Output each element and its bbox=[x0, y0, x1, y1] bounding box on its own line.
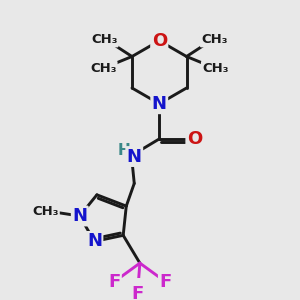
Text: N: N bbox=[127, 148, 142, 166]
Text: N: N bbox=[72, 207, 87, 225]
Text: CH₃: CH₃ bbox=[32, 205, 59, 218]
Text: CH₃: CH₃ bbox=[91, 33, 118, 46]
Text: F: F bbox=[131, 285, 144, 300]
Text: N: N bbox=[87, 232, 102, 250]
Text: CH₃: CH₃ bbox=[201, 33, 228, 46]
Text: F: F bbox=[159, 273, 172, 291]
Text: O: O bbox=[187, 130, 202, 148]
Text: F: F bbox=[108, 273, 120, 291]
Text: H: H bbox=[118, 143, 130, 158]
Text: CH₃: CH₃ bbox=[90, 62, 116, 75]
Text: N: N bbox=[152, 95, 167, 113]
Text: CH₃: CH₃ bbox=[202, 62, 229, 75]
Text: O: O bbox=[152, 32, 167, 50]
